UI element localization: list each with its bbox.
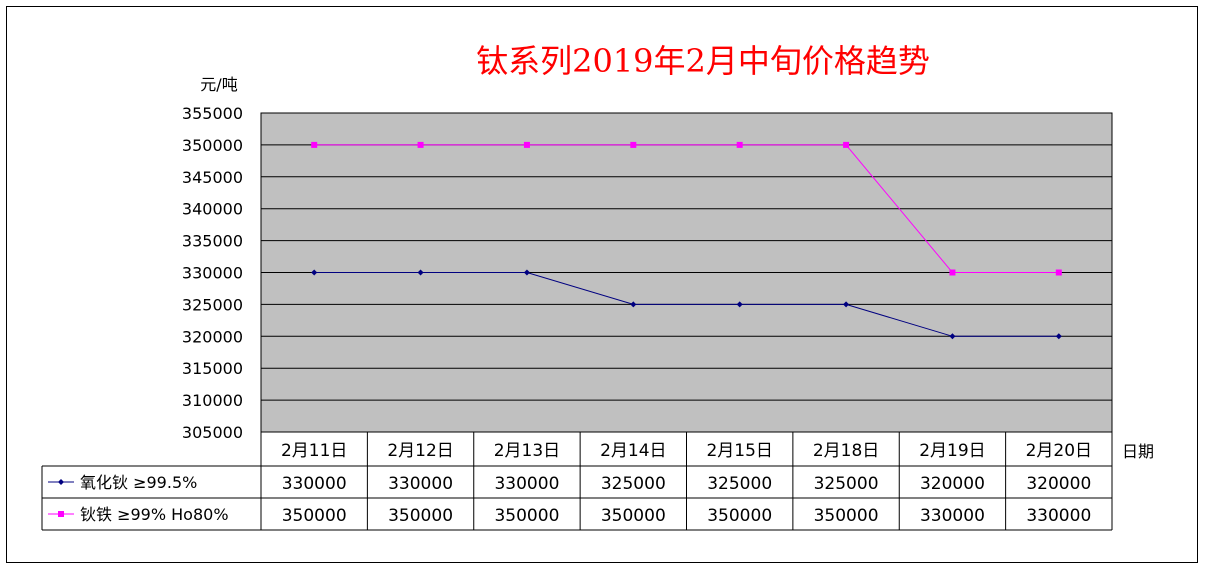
x-tick-label: 2月12日	[387, 441, 453, 461]
data-point	[523, 269, 530, 276]
data-label: 350000	[707, 506, 772, 526]
x-tick-label: 2月20日	[1026, 441, 1092, 461]
data-label: 350000	[814, 506, 879, 526]
data-point	[311, 141, 318, 148]
data-point	[417, 269, 424, 276]
legend-marker	[58, 479, 64, 485]
data-label: 325000	[814, 474, 879, 494]
data-label: 330000	[1026, 506, 1091, 526]
y-tick-label: 335000	[182, 232, 243, 251]
data-point	[630, 301, 637, 308]
data-point	[736, 301, 743, 308]
data-point	[1055, 333, 1062, 340]
data-point	[949, 333, 956, 340]
x-tick-label: 2月14日	[600, 441, 666, 461]
data-label: 350000	[282, 506, 347, 526]
x-tick-label: 2月19日	[919, 441, 985, 461]
data-point	[523, 141, 530, 148]
data-label: 320000	[1026, 474, 1091, 494]
data-label: 320000	[920, 474, 985, 494]
y-tick-label: 350000	[182, 136, 243, 155]
series-lines	[311, 141, 1062, 340]
data-label: 330000	[282, 474, 347, 494]
y-tick-label: 345000	[182, 168, 243, 187]
data-point	[843, 301, 850, 308]
y-axis-label: 元/吨	[200, 75, 237, 94]
x-tick-label: 2月15日	[706, 441, 772, 461]
y-tick-label: 340000	[182, 200, 243, 219]
x-tick-label: 2月11日	[281, 441, 347, 461]
data-point	[949, 269, 956, 276]
y-tick-labels: 355000 350000 345000 340000 335000 330000 3250…	[182, 104, 243, 442]
data-point	[843, 141, 850, 148]
data-label: 330000	[388, 474, 453, 494]
y-tick-label: 310000	[182, 391, 243, 410]
data-label: 330000	[494, 474, 559, 494]
x-tick-label: 2月13日	[494, 441, 560, 461]
y-tick-label: 330000	[182, 264, 243, 283]
x-tick-label: 2月18日	[813, 441, 879, 461]
y-tick-label: 325000	[182, 295, 243, 314]
legend-label: 氧化钬 ≥99.5%	[80, 473, 197, 492]
data-label: 350000	[494, 506, 559, 526]
data-label: 330000	[920, 506, 985, 526]
y-tick-label: 305000	[182, 423, 243, 442]
series-line	[314, 272, 1059, 337]
legend-label: 钬铁 ≥99% Ho80%	[80, 505, 229, 524]
data-point	[1055, 269, 1062, 276]
data-point	[311, 269, 318, 276]
x-axis-label: 日期	[1122, 442, 1154, 461]
data-label: 325000	[601, 474, 666, 494]
data-label: 325000	[707, 474, 772, 494]
y-tick-label: 315000	[182, 359, 243, 378]
data-point	[417, 141, 424, 148]
data-table: 2月11日 2月12日 2月13日 2月14日 2月15日 2月18日 2月19日 2月20日…	[41, 432, 1113, 531]
data-point	[736, 141, 743, 148]
y-tick-label: 320000	[182, 327, 243, 346]
data-label: 350000	[388, 506, 453, 526]
data-label: 350000	[601, 506, 666, 526]
y-tick-label: 355000	[182, 104, 243, 123]
legend-marker	[58, 511, 64, 517]
chart-title: 钛系列2019年2月中旬价格趋势	[476, 42, 930, 80]
series-line	[314, 144, 1059, 273]
data-point	[630, 141, 637, 148]
